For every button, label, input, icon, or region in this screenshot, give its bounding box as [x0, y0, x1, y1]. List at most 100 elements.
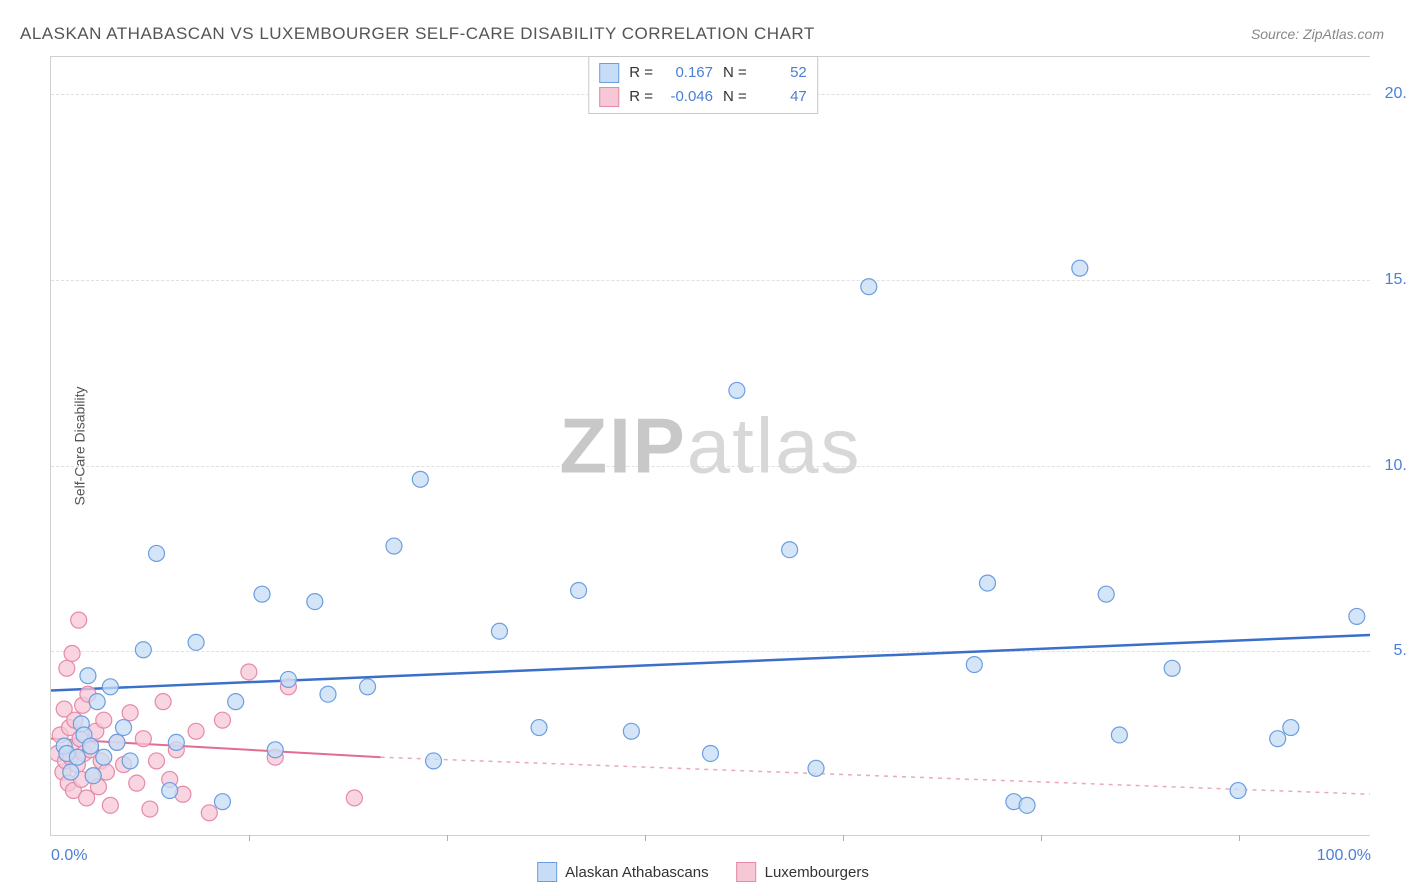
data-point — [1164, 660, 1180, 676]
stats-swatch-a — [599, 63, 619, 83]
data-point — [102, 679, 118, 695]
data-point — [491, 623, 507, 639]
ytick-label: 20.0% — [1375, 85, 1406, 103]
data-point — [1349, 608, 1365, 624]
data-point — [89, 694, 105, 710]
data-point — [71, 612, 87, 628]
xtick — [1041, 835, 1042, 841]
data-point — [59, 660, 75, 676]
data-point — [228, 694, 244, 710]
data-point — [64, 645, 80, 661]
stats-R-label-a: R = — [629, 61, 653, 85]
stats-R-value-b: -0.046 — [663, 85, 713, 109]
data-point — [188, 634, 204, 650]
data-point — [142, 801, 158, 817]
data-point — [623, 723, 639, 739]
data-point — [241, 664, 257, 680]
xtick — [843, 835, 844, 841]
data-point — [135, 642, 151, 658]
stats-N-value-b: 47 — [757, 85, 807, 109]
data-point — [966, 657, 982, 673]
stats-R-value-a: 0.167 — [663, 61, 713, 85]
data-point — [129, 775, 145, 791]
legend-swatch-b — [737, 862, 757, 882]
data-point — [96, 712, 112, 728]
source-attribution: Source: ZipAtlas.com — [1251, 26, 1384, 42]
xtick-label: 0.0% — [51, 847, 87, 865]
data-point — [531, 720, 547, 736]
data-point — [85, 768, 101, 784]
data-point — [149, 545, 165, 561]
data-point — [280, 671, 296, 687]
ytick-label: 10.0% — [1375, 457, 1406, 475]
data-point — [426, 753, 442, 769]
stats-row-a: R = 0.167 N = 52 — [599, 61, 807, 85]
data-point — [135, 731, 151, 747]
data-point — [122, 753, 138, 769]
ytick-label: 5.0% — [1375, 642, 1406, 660]
data-point — [571, 583, 587, 599]
xtick — [1239, 835, 1240, 841]
stats-legend-box: R = 0.167 N = 52 R = -0.046 N = 47 — [588, 56, 818, 114]
data-point — [80, 668, 96, 684]
data-point — [96, 749, 112, 765]
data-point — [122, 705, 138, 721]
data-point — [109, 734, 125, 750]
data-point — [979, 575, 995, 591]
legend-label-b: Luxembourgers — [765, 864, 869, 881]
data-point — [102, 797, 118, 813]
data-point — [320, 686, 336, 702]
stats-N-label-a: N = — [723, 61, 747, 85]
data-point — [307, 594, 323, 610]
data-point — [1098, 586, 1114, 602]
data-point — [214, 794, 230, 810]
data-point — [155, 694, 171, 710]
legend-item-b: Luxembourgers — [737, 862, 869, 882]
chart-title: ALASKAN ATHABASCAN VS LUXEMBOURGER SELF-… — [20, 24, 815, 44]
legend-label-a: Alaskan Athabascans — [565, 864, 708, 881]
legend-swatch-a — [537, 862, 557, 882]
data-point — [360, 679, 376, 695]
data-point — [63, 764, 79, 780]
data-point — [168, 734, 184, 750]
xtick — [249, 835, 250, 841]
data-point — [1019, 797, 1035, 813]
xtick — [447, 835, 448, 841]
data-point — [201, 805, 217, 821]
data-point — [1283, 720, 1299, 736]
xtick — [645, 835, 646, 841]
data-point — [808, 760, 824, 776]
data-point — [703, 746, 719, 762]
legend-item-a: Alaskan Athabascans — [537, 862, 708, 882]
data-point — [162, 783, 178, 799]
stats-swatch-b — [599, 87, 619, 107]
scatter-svg — [51, 57, 1370, 835]
ytick-label: 15.0% — [1375, 271, 1406, 289]
data-point — [1230, 783, 1246, 799]
data-point — [729, 382, 745, 398]
plot-area: ZIPatlas 5.0%10.0%15.0%20.0%0.0%100.0% — [50, 56, 1370, 836]
data-point — [267, 742, 283, 758]
data-point — [188, 723, 204, 739]
data-point — [83, 738, 99, 754]
trendline — [381, 757, 1370, 794]
legend: Alaskan Athabascans Luxembourgers — [529, 862, 877, 882]
stats-row-b: R = -0.046 N = 47 — [599, 85, 807, 109]
data-point — [254, 586, 270, 602]
stats-R-label-b: R = — [629, 85, 653, 109]
data-point — [782, 542, 798, 558]
data-point — [1072, 260, 1088, 276]
data-point — [861, 279, 877, 295]
data-point — [149, 753, 165, 769]
data-point — [346, 790, 362, 806]
stats-N-value-a: 52 — [757, 61, 807, 85]
stats-N-label-b: N = — [723, 85, 747, 109]
data-point — [412, 471, 428, 487]
data-point — [386, 538, 402, 554]
data-point — [1111, 727, 1127, 743]
xtick-label: 100.0% — [1317, 847, 1371, 865]
data-point — [116, 720, 132, 736]
data-point — [214, 712, 230, 728]
data-point — [69, 749, 85, 765]
data-point — [1270, 731, 1286, 747]
